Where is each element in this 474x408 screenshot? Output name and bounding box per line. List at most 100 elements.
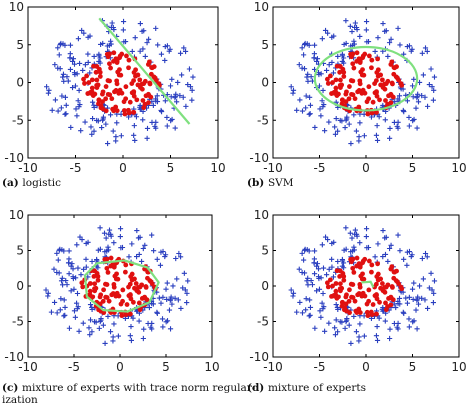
outer-point <box>404 98 411 104</box>
outer-point <box>316 83 323 89</box>
x-tick-label: 0 <box>116 360 124 374</box>
inner-point <box>129 271 135 277</box>
outer-point <box>307 297 313 303</box>
outer-point <box>387 326 393 332</box>
outer-point <box>140 245 146 252</box>
outer-point <box>409 252 415 258</box>
outer-point <box>52 62 58 68</box>
outer-point <box>396 295 403 302</box>
outer-point <box>374 137 381 144</box>
outer-point <box>154 310 160 316</box>
outer-point <box>149 119 155 125</box>
inner-point <box>350 92 356 98</box>
outer-point <box>96 53 102 59</box>
outer-point <box>329 264 335 270</box>
outer-point <box>61 297 67 303</box>
y-tick-label: 10 <box>9 208 24 222</box>
inner-point <box>141 105 147 111</box>
outer-point <box>176 250 182 257</box>
outer-point <box>179 72 185 78</box>
inner-point <box>394 268 399 274</box>
outer-point <box>83 240 89 247</box>
outer-point <box>140 117 146 123</box>
outer-point <box>96 325 102 331</box>
outer-point <box>78 128 84 134</box>
inner-point <box>333 281 339 286</box>
outer-point <box>148 324 154 330</box>
decision-boundary <box>98 17 191 125</box>
inner-point <box>377 299 382 305</box>
outer-point <box>306 42 312 48</box>
outer-point <box>73 300 80 306</box>
outer-point <box>128 323 134 330</box>
outer-point <box>164 43 171 49</box>
outer-point <box>311 248 318 254</box>
outer-point <box>89 115 96 122</box>
inner-point <box>347 287 352 293</box>
inner-point <box>120 298 125 304</box>
inner-point <box>147 81 153 87</box>
outer-point <box>71 70 78 76</box>
outer-point <box>58 278 65 284</box>
outer-point <box>74 306 80 312</box>
panel-caption: (a) logistic <box>2 177 61 189</box>
outer-point <box>79 237 85 243</box>
x-tick-label: 10 <box>451 360 466 374</box>
outer-point <box>97 60 103 66</box>
outer-point <box>105 247 112 253</box>
outer-point <box>157 262 164 268</box>
outer-point <box>339 258 346 264</box>
inner-point <box>357 282 363 287</box>
outer-point <box>181 45 187 51</box>
outer-point <box>111 26 117 33</box>
inner-point <box>122 111 128 117</box>
outer-point <box>304 278 310 284</box>
inner-point <box>147 59 152 65</box>
inner-point <box>369 110 375 116</box>
inner-point <box>366 53 372 59</box>
outer-point <box>129 48 135 55</box>
outer-point <box>424 305 431 312</box>
outer-point <box>315 266 322 272</box>
outer-point <box>343 318 349 325</box>
outer-point <box>356 338 362 344</box>
inner-point <box>346 96 352 102</box>
inner-point <box>330 283 335 289</box>
outer-point <box>132 137 138 144</box>
outer-point <box>110 338 116 344</box>
outer-point <box>430 97 436 103</box>
outer-point <box>76 87 82 94</box>
x-tick-label: 5 <box>409 161 417 175</box>
outer-point <box>380 227 386 234</box>
outer-point <box>55 257 61 263</box>
caption-text: SVM <box>268 177 294 189</box>
outer-point <box>428 270 434 276</box>
outer-point <box>406 123 412 129</box>
outer-point <box>132 35 138 41</box>
outer-point <box>126 254 132 260</box>
outer-point <box>59 275 65 281</box>
outer-point <box>332 131 339 137</box>
decision-boundary <box>83 259 160 313</box>
outer-point <box>75 36 82 42</box>
inner-point <box>333 288 339 294</box>
outer-point <box>297 97 303 103</box>
outer-point <box>87 70 93 76</box>
outer-point <box>79 27 85 34</box>
outer-point <box>58 40 64 47</box>
outer-point <box>326 320 332 326</box>
inner-point <box>341 74 347 79</box>
inner-point <box>79 280 85 286</box>
outer-point <box>383 234 389 240</box>
y-tick-label: 10 <box>9 0 24 14</box>
outer-point <box>139 258 145 265</box>
outer-point <box>61 248 67 254</box>
x-tick-label: -5 <box>314 360 326 374</box>
inner-point <box>80 284 86 290</box>
outer-point <box>180 94 186 100</box>
outer-point <box>151 248 157 254</box>
outer-point <box>80 320 86 326</box>
inner-point <box>114 58 120 64</box>
outer-point <box>319 98 325 104</box>
